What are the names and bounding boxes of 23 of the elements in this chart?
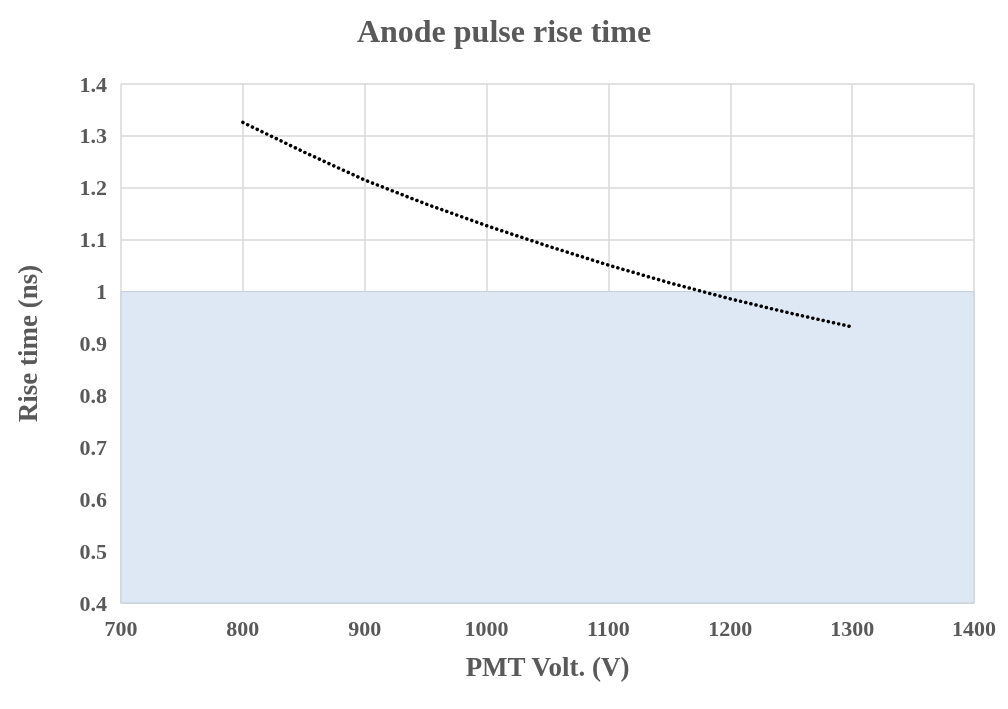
- line-series: [241, 120, 854, 329]
- y-tick-label: 0.7: [79, 434, 107, 460]
- y-tick-label: 1.1: [79, 227, 107, 253]
- chart-title: Anode pulse rise time: [356, 13, 652, 49]
- x-tick-label: 1200: [708, 615, 753, 641]
- y-tick-label: 0.4: [79, 590, 107, 616]
- y-tick-label: 0.8: [79, 382, 107, 408]
- y-tick-label: 1.2: [79, 175, 107, 201]
- x-tick-label: 1100: [587, 615, 630, 641]
- x-tick-label: 1300: [830, 615, 875, 641]
- y-tick-label: 1: [96, 279, 107, 305]
- x-tick-label: 1400: [952, 615, 996, 641]
- y-tick-label: 0.6: [79, 486, 107, 512]
- x-tick-label: 900: [348, 615, 382, 641]
- y-tick-label: 0.5: [79, 538, 107, 564]
- y-tick-label: 1.3: [79, 123, 107, 149]
- x-tick-label: 1000: [464, 615, 509, 641]
- x-axis-title: PMT Volt. (V): [465, 651, 630, 682]
- y-tick-label: 1.4: [79, 71, 107, 97]
- y-axis-title: Rise time (ns): [12, 264, 43, 423]
- x-tick-label: 700: [104, 615, 138, 641]
- y-tick-label: 0.9: [79, 331, 107, 356]
- x-tick-label: 800: [226, 615, 260, 641]
